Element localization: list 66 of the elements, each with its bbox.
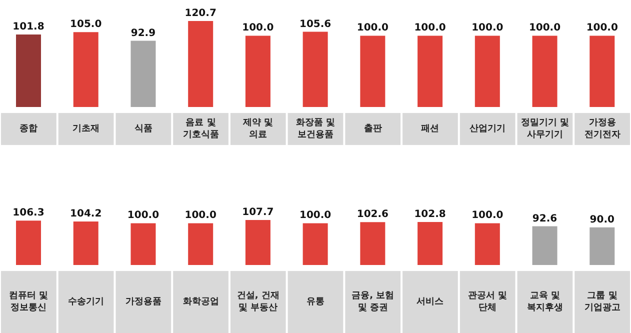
x-tick-label: 유통 [306,297,324,307]
bar [418,222,443,265]
x-tick-label: 패션 [421,124,440,134]
data-label: 105.0 [70,19,102,30]
bar [474,36,500,107]
data-label: 120.7 [184,8,216,19]
bar [245,220,270,265]
x-tick-label: 가정용품 [125,297,162,307]
bar [130,223,156,265]
x-tick-label: 산업기기 [470,124,506,134]
x-tick-label: 교육 및 복지후생 [526,291,563,313]
data-label: 92.6 [532,213,558,224]
data-label: 100.0 [356,22,389,34]
x-tick-label: 제약 및 의료 [242,118,274,140]
bar [474,223,500,265]
x-tick-label: 식품 [134,124,152,134]
data-label: 101.8 [12,21,44,32]
x-tick-label: 수송기기 [68,297,104,307]
data-label: 104.2 [70,208,102,220]
x-tick-label: 기초재 [72,124,100,134]
data-label: 100.0 [242,22,274,34]
x-tick-label: 화학공업 [182,297,219,307]
x-tick-label: 음료 및 기호식품 [182,118,219,140]
x-tick-label: 금융, 보험 및 증권 [352,291,394,313]
data-label: 100.0 [300,210,332,222]
x-tick-label: 가정용 전기전자 [584,118,620,140]
data-label: 107.7 [242,207,274,218]
data-label: 102.8 [414,209,446,220]
bar [302,223,328,265]
bar [16,220,41,265]
bar [532,36,558,107]
bar [360,36,386,107]
x-tick-label: 종합 [20,124,38,134]
data-label: 100.0 [586,22,618,34]
bar [188,21,214,107]
bar [360,222,386,265]
x-tick-label: 관공서 및 단체 [468,291,508,313]
x-tick-label: 서비스 [416,297,444,307]
x-tick-label: 건설, 건재 및 부동산 [236,291,280,313]
bar [130,40,156,107]
data-label: 100.0 [472,22,504,34]
data-label: 90.0 [590,214,615,226]
data-label: 100.0 [528,22,561,34]
bar [73,32,98,107]
data-label: 100.0 [184,210,216,222]
bar [532,226,558,265]
bar [590,227,615,265]
data-label: 102.6 [356,209,389,220]
bar [188,223,214,265]
bar [302,32,328,107]
x-tick-label: 화장품 및 보건용품 [296,118,336,140]
bar [73,221,98,265]
x-tick-label: 출판 [364,123,382,134]
x-tick-label: 컴퓨터 및 정보통신 [9,291,48,313]
data-label: 100.0 [414,22,446,34]
x-tick-label: 그룹 및 기업광고 [584,291,620,313]
bar [245,36,270,107]
bar [418,36,443,107]
x-tick-label: 정밀기기 및 사무기기 [520,118,570,140]
data-label: 106.3 [12,208,44,219]
bar [590,36,615,107]
data-label: 92.9 [130,28,156,39]
bar [16,34,41,107]
data-label: 100.0 [472,210,504,222]
data-label: 100.0 [127,210,160,222]
data-label: 105.6 [300,18,332,30]
